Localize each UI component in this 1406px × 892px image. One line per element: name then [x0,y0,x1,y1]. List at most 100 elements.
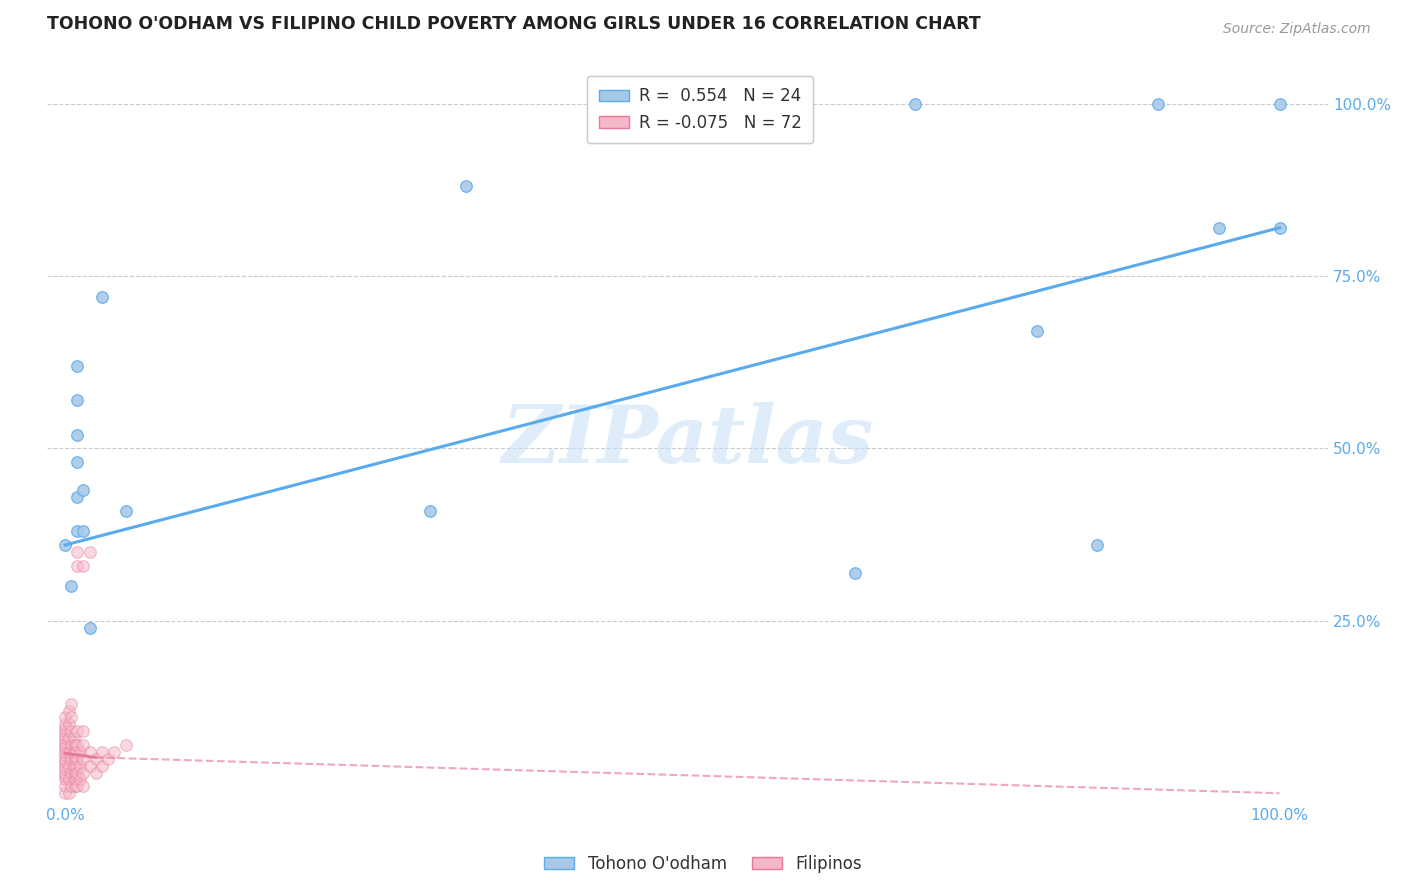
Point [60,752,83,766]
Point [72,738,94,752]
Point [844,566,866,580]
Point [58,717,80,731]
Point [66,545,89,559]
Point [53,769,76,783]
Point [65,745,87,759]
Point [90,758,112,772]
Point [53,758,76,772]
Point [90,290,112,304]
Point [53,724,76,739]
Point [53,780,76,794]
Point [53,731,76,745]
Point [66,393,89,408]
Point [66,752,89,766]
Point [69,758,91,772]
Point [79,545,101,559]
Point [79,745,101,759]
Point [72,524,94,539]
Point [79,621,101,635]
Point [58,745,80,759]
Point [63,780,86,794]
Point [60,579,83,593]
Point [1208,220,1230,235]
Point [60,724,83,739]
Point [84,765,107,780]
Point [60,697,83,711]
Point [66,524,89,539]
Point [60,780,83,794]
Point [58,758,80,772]
Point [60,765,83,780]
Point [66,765,89,780]
Text: TOHONO O'ODHAM VS FILIPINO CHILD POVERTY AMONG GIRLS UNDER 16 CORRELATION CHART: TOHONO O'ODHAM VS FILIPINO CHILD POVERTY… [46,15,981,33]
Point [60,710,83,724]
Point [63,738,86,752]
Point [53,772,76,787]
Point [66,427,89,442]
Point [1268,220,1291,235]
Point [63,765,86,780]
Point [53,756,76,770]
Point [72,558,94,573]
Point [62,745,84,759]
Point [72,752,94,766]
Point [60,738,83,752]
Point [103,745,125,759]
Point [1087,538,1109,552]
Point [418,503,440,517]
Point [53,748,76,763]
Point [66,738,89,752]
Point [115,503,138,517]
Point [69,745,91,759]
Text: Source: ZipAtlas.com: Source: ZipAtlas.com [1223,22,1371,37]
Point [53,721,76,735]
Point [66,359,89,373]
Point [58,786,80,800]
Point [66,724,89,739]
Point [69,772,91,787]
Legend: R =  0.554   N = 24, R = -0.075   N = 72: R = 0.554 N = 24, R = -0.075 N = 72 [588,76,813,144]
Point [65,772,87,787]
Point [53,741,76,756]
Point [904,96,927,111]
Point [66,780,89,794]
Point [783,96,806,111]
Point [66,490,89,504]
Point [454,179,477,194]
Point [53,786,76,800]
Point [53,734,76,748]
Point [63,752,86,766]
Point [53,765,76,780]
Point [72,765,94,780]
Point [53,717,76,731]
Point [97,752,120,766]
Point [62,731,84,745]
Point [1025,324,1047,338]
Point [66,455,89,469]
Point [58,704,80,718]
Point [62,758,84,772]
Point [53,745,76,759]
Point [53,710,76,724]
Point [62,772,84,787]
Point [1268,96,1291,111]
Point [72,483,94,497]
Point [65,758,87,772]
Point [90,745,112,759]
Point [66,558,89,573]
Point [53,728,76,742]
Point [1147,96,1170,111]
Point [53,738,76,752]
Point [58,731,80,745]
Point [115,738,138,752]
Point [84,752,107,766]
Legend: Tohono O'odham, Filipinos: Tohono O'odham, Filipinos [537,848,869,880]
Text: ZIPatlas: ZIPatlas [502,402,873,480]
Point [79,758,101,772]
Point [72,780,94,794]
Point [53,752,76,766]
Point [58,772,80,787]
Point [53,762,76,776]
Point [53,538,76,552]
Point [72,724,94,739]
